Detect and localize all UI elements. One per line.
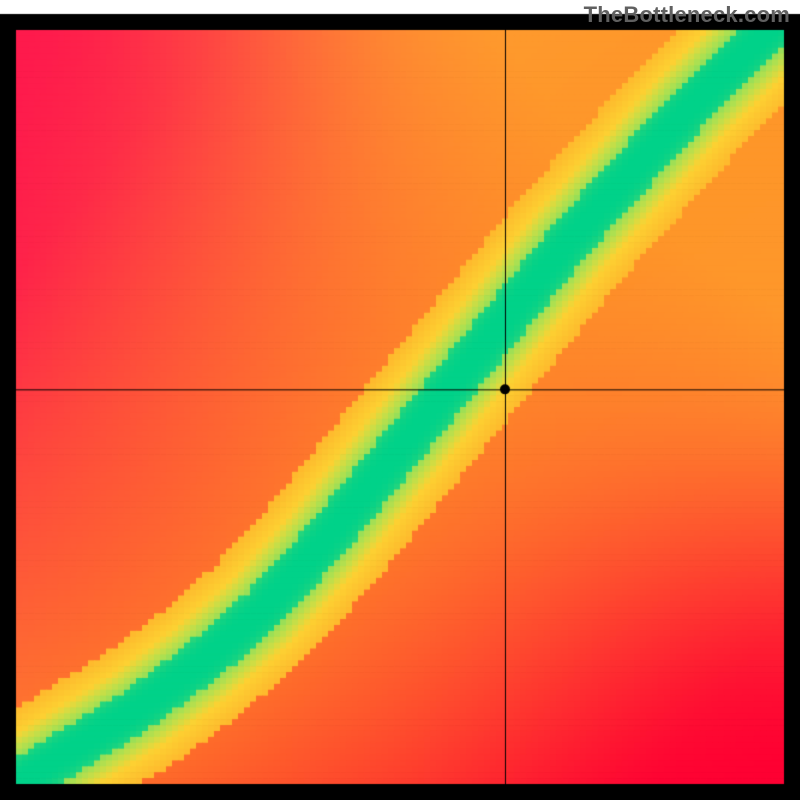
heatmap-canvas: [0, 0, 800, 800]
chart-container: TheBottleneck.com: [0, 0, 800, 800]
watermark-text: TheBottleneck.com: [584, 2, 790, 28]
